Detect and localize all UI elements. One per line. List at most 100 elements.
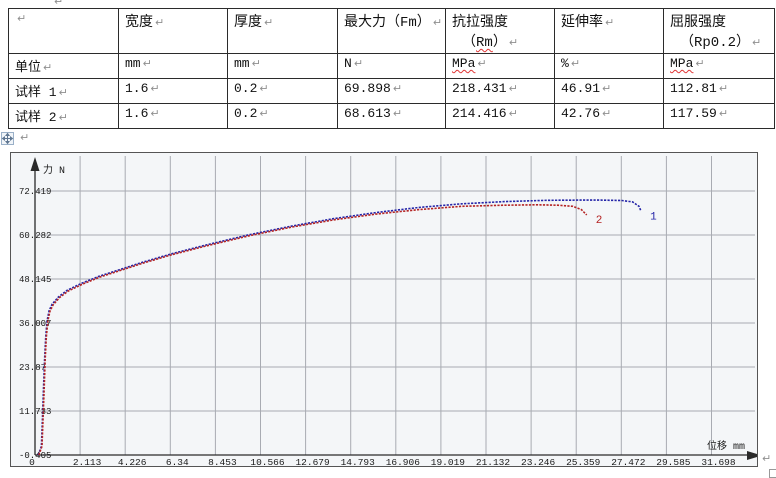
spellcheck-term: Rm [476, 35, 493, 51]
spellcheck-term: MPa [452, 56, 476, 71]
sample1-width[interactable]: 1.6 ↵ [118, 78, 228, 104]
cell-end-mark: ↵ [508, 82, 518, 95]
table-row: 试样 2 ↵ 1.6 ↵ 0.2 ↵ 68.613 ↵ 214.416 ↵ 42.76 ↵ … [8, 103, 775, 129]
cell-end-mark: ↵ [602, 82, 612, 95]
cell-end-mark: ↵ [150, 82, 160, 95]
x-tick-label: 16.906 [386, 457, 421, 466]
cell-end-mark: ↵ [605, 16, 615, 29]
y-tick-label: 72.419 [19, 187, 51, 197]
cell-end-mark: ↵ [142, 57, 152, 70]
sample2-thickness[interactable]: 0.2 ↵ [227, 103, 338, 129]
sample1-thickness[interactable]: 0.2 ↵ [227, 78, 338, 104]
cell-end-mark: ↵ [508, 36, 519, 49]
sample1-rp02[interactable]: 112.81 ↵ [663, 78, 775, 104]
cell-end-mark: ↵ [155, 16, 165, 29]
header-cell-max-force[interactable]: 最大力（Fm） ↵ [337, 8, 446, 54]
x-tick-label: 0 [29, 457, 35, 466]
cell-end-mark: ↵ [259, 82, 269, 95]
x-tick-label: 31.698 [701, 457, 736, 466]
cell-end-mark: ↵ [392, 82, 403, 95]
header-cell-thickness[interactable]: 厚度 ↵ [227, 8, 338, 54]
header-cell-elongation[interactable]: 延伸率 ↵ [554, 8, 664, 54]
cell-end-mark: ↵ [259, 107, 269, 120]
table-row: ↵ 宽度 ↵ 厚度 ↵ 最大力（Fm） ↵ 抗拉强度 （Rm） ↵ 延伸率 ↵ 屈服强度 … [8, 8, 775, 54]
y-tick-label: -0.405 [19, 451, 51, 461]
x-tick-label: 25.359 [566, 457, 601, 466]
unit-elongation[interactable]: % ↵ [554, 53, 664, 79]
x-tick-label: 23.246 [521, 457, 556, 466]
cell-end-mark: ↵ [718, 82, 729, 95]
paragraph-mark: ↵ [762, 452, 772, 465]
header-cell-yield-strength[interactable]: 屈服强度 （Rp0.2） ↵ [663, 8, 775, 54]
unit-thickness[interactable]: mm ↵ [227, 53, 338, 79]
y-tick-label: 36.007 [19, 319, 51, 329]
chart-svg: 72.419 60.282 48.145 36.007 23.87 11.733 -0.40… [19, 156, 762, 468]
curve-sample-1 [37, 199, 642, 456]
y-axis-arrow-icon [30, 157, 40, 171]
curve-label-2: 2 [596, 215, 603, 227]
y-tick-label: 23.87 [19, 363, 46, 373]
sample2-width[interactable]: 1.6 ↵ [118, 103, 228, 129]
cell-end-mark: ↵ [508, 107, 518, 120]
cell-end-mark: ↵ [392, 107, 403, 120]
x-axis-title: 位移 mm [707, 439, 745, 453]
y-tick-label: 48.145 [19, 275, 51, 285]
cell-end-mark: ↵ [570, 57, 581, 70]
sample1-elongation[interactable]: 46.91 ↵ [554, 78, 664, 104]
x-tick-label: 21.132 [476, 457, 511, 466]
table-move-handle-icon[interactable] [1, 132, 14, 145]
cell-end-mark: ↵ [58, 86, 68, 99]
header-cell-width[interactable]: 宽度 ↵ [118, 8, 228, 54]
x-axis-arrow-icon [747, 451, 762, 460]
header-cell-blank[interactable]: ↵ [8, 8, 119, 54]
spellcheck-term: MPa [670, 56, 694, 71]
cell-end-mark: ↵ [17, 12, 27, 25]
chart-object[interactable]: 72.419 60.282 48.145 36.007 23.87 11.733 -0.40… [10, 152, 762, 468]
unit-rm[interactable]: MPa ↵ [445, 53, 555, 79]
unit-fm[interactable]: N ↵ [337, 53, 446, 79]
cell-end-mark: ↵ [150, 107, 160, 120]
table-row: 试样 1 ↵ 1.6 ↵ 0.2 ↵ 69.898 ↵ 218.431 ↵ 46.91 ↵ … [8, 78, 775, 104]
x-tick-label: 6.34 [166, 457, 189, 466]
cell-end-mark: ↵ [43, 61, 53, 74]
cell-end-mark: ↵ [432, 16, 443, 29]
paragraph-mark: ↵ [54, 0, 64, 8]
curve-label-1: 1 [650, 211, 657, 223]
unit-row-label[interactable]: 单位 ↵ [8, 53, 119, 79]
sample2-rm[interactable]: 214.416 ↵ [445, 103, 555, 129]
x-tick-label: 19.019 [431, 457, 466, 466]
y-tick-label: 11.733 [19, 407, 51, 417]
cell-end-mark: ↵ [264, 16, 274, 29]
sample1-fm[interactable]: 69.898 ↵ [337, 78, 446, 104]
sample2-rp02[interactable]: 117.59 ↵ [663, 103, 775, 129]
x-tick-label: 10.566 [250, 457, 285, 466]
cell-end-mark: ↵ [695, 57, 705, 70]
y-axis-title: 力 N [43, 163, 65, 177]
x-tick-label: 14.793 [341, 457, 376, 466]
sample2-elongation[interactable]: 42.76 ↵ [554, 103, 664, 129]
cell-end-mark: ↵ [251, 57, 261, 70]
sample1-label[interactable]: 试样 1 ↵ [8, 78, 119, 104]
x-tick-label: 8.453 [208, 457, 237, 466]
cell-end-mark: ↵ [353, 57, 364, 70]
cell-end-mark: ↵ [718, 107, 729, 120]
x-tick-label: 29.585 [656, 457, 691, 466]
results-table: ↵ 宽度 ↵ 厚度 ↵ 最大力（Fm） ↵ 抗拉强度 （Rm） ↵ 延伸率 ↵ 屈服强度 … [8, 8, 775, 129]
sample1-rm[interactable]: 218.431 ↵ [445, 78, 555, 104]
paragraph-mark: ↵ [20, 131, 30, 144]
table-row: 单位 ↵ mm ↵ mm ↵ N ↵ MPa ↵ % ↵ MPa ↵ [8, 53, 775, 79]
header-cell-tensile-strength[interactable]: 抗拉强度 （Rm） ↵ [445, 8, 555, 54]
x-tick-label: 2.113 [73, 457, 102, 466]
cell-end-mark: ↵ [477, 57, 487, 70]
unit-width[interactable]: mm ↵ [118, 53, 228, 79]
y-tick-label: 60.282 [19, 231, 51, 241]
sample2-label[interactable]: 试样 2 ↵ [8, 103, 119, 129]
sample2-fm[interactable]: 68.613 ↵ [337, 103, 446, 129]
x-tick-label: 4.226 [118, 457, 147, 466]
x-tick-label: 27.472 [611, 457, 646, 466]
unit-rp02[interactable]: MPa ↵ [663, 53, 775, 79]
cell-end-mark: ↵ [58, 111, 68, 124]
curve-sample-2 [38, 204, 588, 456]
cell-end-mark: ↵ [602, 107, 612, 120]
x-tick-label: 12.679 [295, 457, 330, 466]
